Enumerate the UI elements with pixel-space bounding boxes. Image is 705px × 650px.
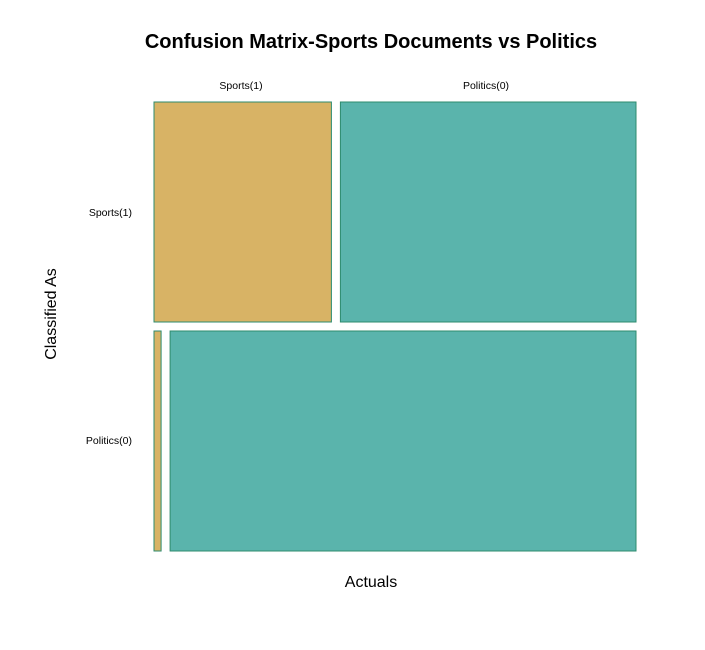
mosaic-tiles xyxy=(153,101,637,552)
chart-title: Confusion Matrix-Sports Documents vs Pol… xyxy=(145,31,597,53)
tile-classified-sports-actual-sports xyxy=(153,101,332,323)
column-label-politics: Politics(0) xyxy=(463,80,509,92)
tile-classified-politics-actual-sports xyxy=(153,330,162,552)
column-label-sports: Sports(1) xyxy=(219,80,262,92)
row-label-politics: Politics(0) xyxy=(86,435,132,447)
tile-classified-sports-actual-politics xyxy=(339,101,637,323)
x-axis-label: Actuals xyxy=(345,574,397,591)
row-label-sports: Sports(1) xyxy=(89,207,132,219)
tile-classified-politics-actual-politics xyxy=(169,330,637,552)
y-axis-label: Classified As xyxy=(43,268,60,360)
